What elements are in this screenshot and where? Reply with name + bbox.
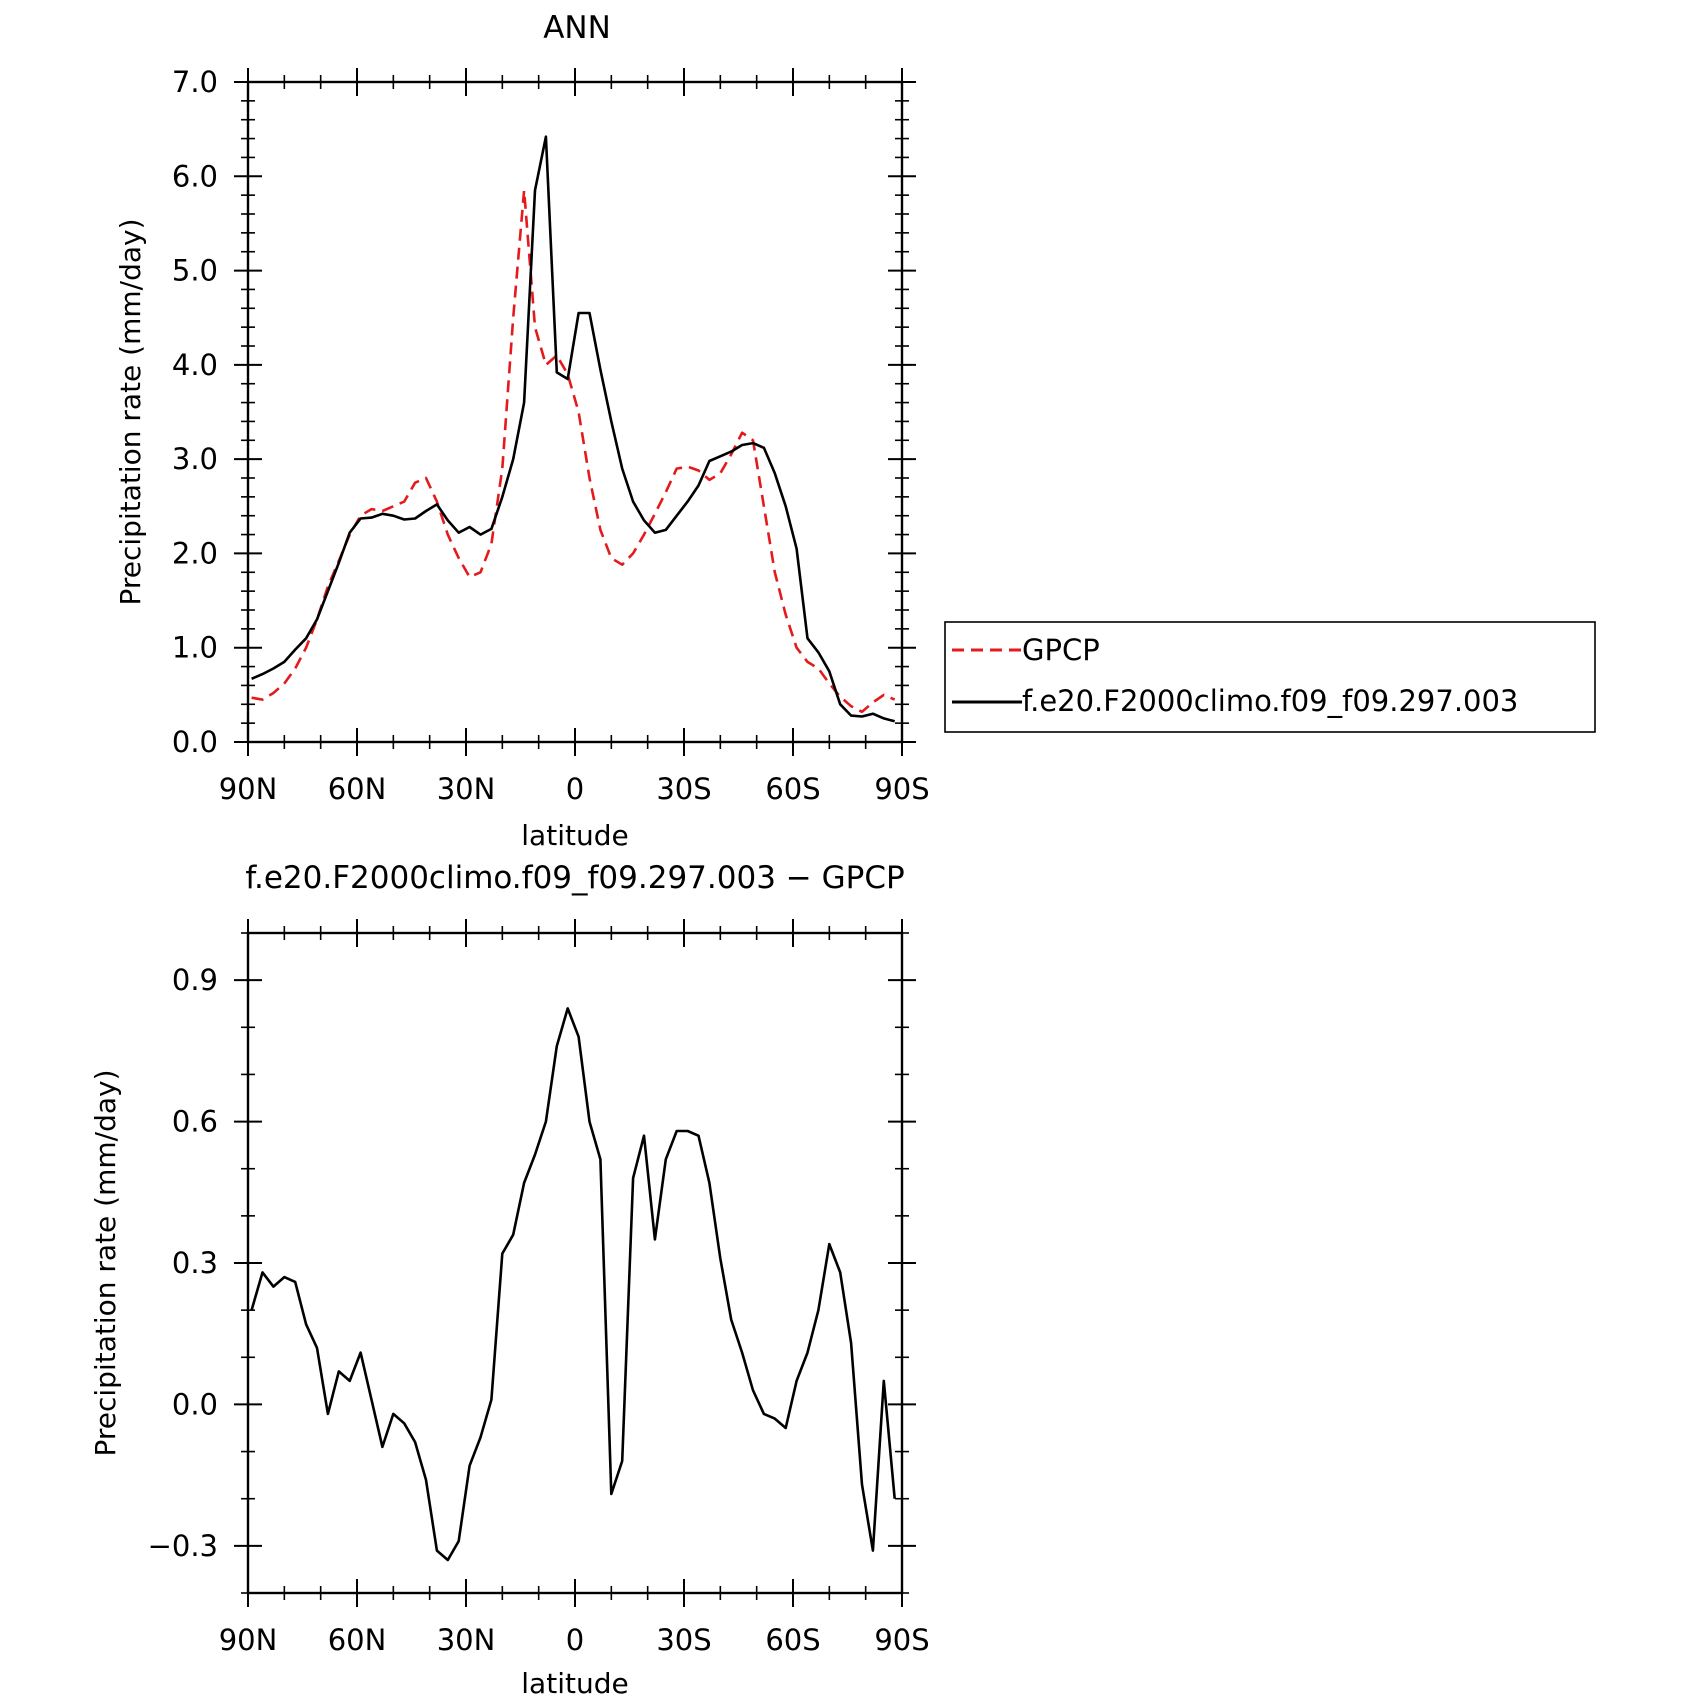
y-tick-label: 0.0 — [172, 725, 218, 759]
chart-title: f.e20.F2000climo.f09_f09.297.003 − GPCP — [245, 860, 904, 896]
plot-frame — [246, 80, 904, 744]
x-axis-label: latitude — [521, 819, 628, 852]
x-tick-labels: 90N 60N 30N 0 30S 60S 90S — [219, 1623, 930, 1657]
x-tick-label: 90S — [874, 772, 929, 806]
x-tick-label: 30N — [437, 772, 496, 806]
tick-marks — [234, 68, 916, 756]
y-tick-label: 3.0 — [172, 442, 218, 476]
plot-frame — [246, 931, 904, 1595]
legend: GPCP f.e20.F2000climo.f09_f09.297.003 — [944, 621, 1596, 733]
series-lines — [251, 135, 896, 723]
x-tick-label: 90S — [874, 1623, 929, 1657]
y-axis-label: Precipitation rate (mm/day) — [89, 1069, 122, 1456]
legend-label-model: f.e20.F2000climo.f09_f09.297.003 — [1022, 684, 1518, 718]
legend-box — [944, 621, 1596, 733]
x-tick-label: 90N — [219, 772, 278, 806]
series-line-0 — [251, 189, 896, 714]
x-tick-label: 0 — [566, 1623, 584, 1657]
x-tick-label: 30S — [656, 772, 711, 806]
x-tick-label: 60S — [765, 1623, 820, 1657]
y-tick-label: 1.0 — [172, 631, 218, 665]
y-tick-label: 7.0 — [172, 65, 218, 99]
y-tick-label: 5.0 — [172, 254, 218, 288]
y-tick-label: 0.3 — [172, 1246, 218, 1280]
y-tick-labels: 0.0 1.0 2.0 3.0 4.0 5.0 6.0 7.0 — [172, 65, 218, 759]
x-tick-label: 60N — [328, 1623, 387, 1657]
x-tick-label: 60N — [328, 772, 387, 806]
y-tick-label: 0.0 — [172, 1387, 218, 1421]
y-axis-label: Precipitation rate (mm/day) — [114, 218, 147, 605]
x-tick-label: 90N — [219, 1623, 278, 1657]
x-tick-label: 30N — [437, 1623, 496, 1657]
x-tick-label: 60S — [765, 772, 820, 806]
y-tick-label: −0.3 — [148, 1529, 218, 1563]
y-tick-label: 2.0 — [172, 536, 218, 570]
x-tick-label: 0 — [566, 772, 584, 806]
y-tick-label: 0.6 — [172, 1105, 218, 1139]
series-line-1 — [251, 135, 896, 723]
panel-annual-mean: ANN 0.0 1.0 2.0 3.0 4.0 5.0 6.0 7.0 90N 60N 30N 0 3… — [114, 10, 1596, 852]
chart-title: ANN — [543, 10, 611, 46]
x-axis-label: latitude — [521, 1667, 628, 1694]
legend-label-gpcp: GPCP — [1022, 633, 1100, 667]
y-tick-labels: −0.3 0.0 0.3 0.6 0.9 — [148, 963, 218, 1563]
series-line-0 — [250, 1007, 896, 1562]
y-tick-label: 6.0 — [172, 159, 218, 193]
y-tick-label: 0.9 — [172, 963, 218, 997]
tick-marks — [234, 919, 916, 1607]
series-lines — [250, 1007, 896, 1562]
x-tick-labels: 90N 60N 30N 0 30S 60S 90S — [219, 772, 930, 806]
panel-difference: f.e20.F2000climo.f09_f09.297.003 − GPCP … — [89, 860, 930, 1694]
y-tick-label: 4.0 — [172, 348, 218, 382]
x-tick-label: 30S — [656, 1623, 711, 1657]
